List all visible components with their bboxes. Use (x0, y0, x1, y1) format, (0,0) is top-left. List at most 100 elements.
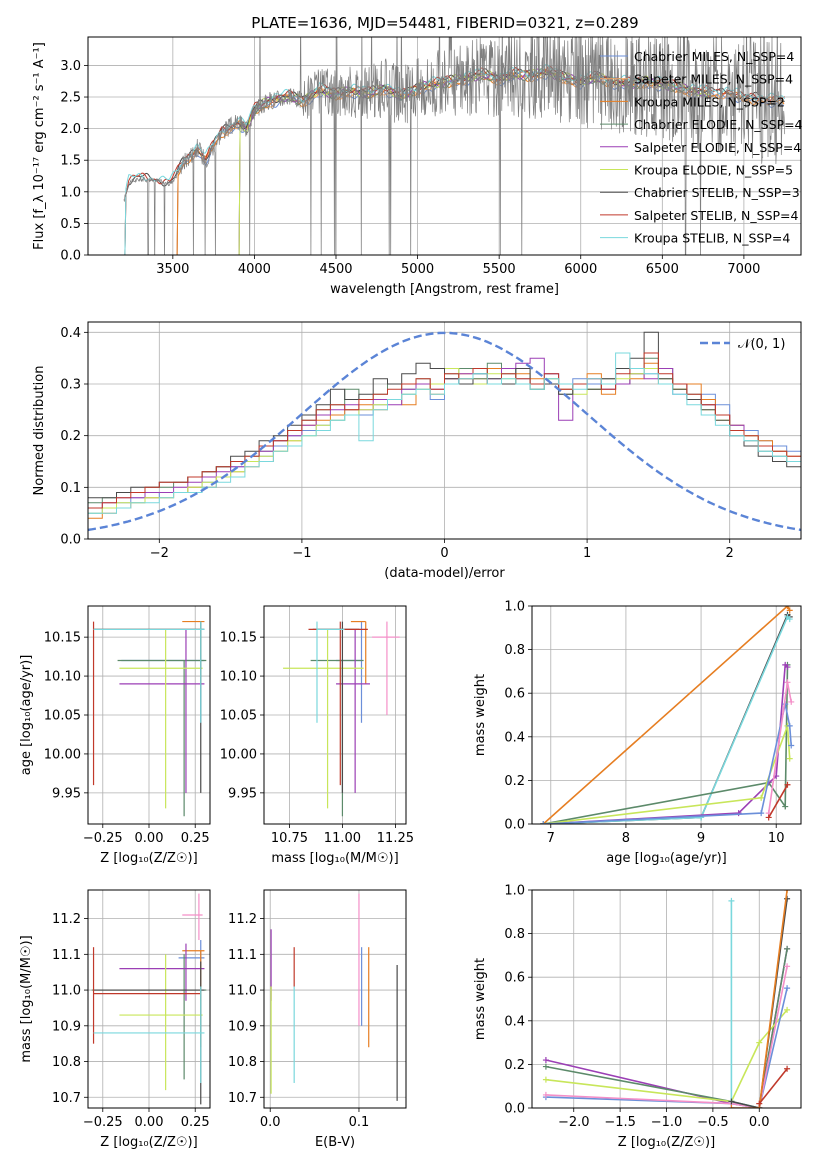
axes-frame (87, 36, 802, 256)
mass-weight-line (545, 966, 788, 1108)
y-tick-label: 0.4 (60, 326, 81, 341)
x-tick-label: −0.25 (83, 1115, 123, 1130)
y-tick-label: 0.4 (504, 730, 525, 745)
error-bar-point (182, 893, 203, 941)
x-tick-label: 2 (726, 546, 734, 561)
y-tick-label: 11.2 (228, 912, 257, 927)
mass-weight-line (543, 725, 791, 824)
x-tick-label: 0.0 (749, 1115, 770, 1130)
x-axis-label: age [log₁₀(age/yr)] (606, 851, 727, 866)
error-bar-point (119, 954, 203, 1091)
legend-label: Kroupa MILES, N_SSP=2 (634, 94, 785, 109)
mass-weight-marker (784, 895, 791, 902)
y-tick-label: 10.15 (220, 631, 257, 646)
y-tick-label: 0.0 (504, 1102, 525, 1117)
mass-weight-marker (728, 1105, 735, 1108)
mass-weight-line (758, 1068, 788, 1105)
residual-histogram (88, 331, 801, 504)
x-tick-label: −1 (292, 546, 311, 561)
y-tick-label: 1.0 (504, 884, 525, 899)
legend-label: Kroupa STELIB, N_SSP=4 (634, 231, 790, 246)
axes-residuals: −2 −1 0 1 2 0.0 0.1 0.2 0.3 0.4 (data-model)/error… (32, 321, 802, 581)
y-tick-label: 0.0 (504, 818, 525, 833)
axes-frame (531, 605, 802, 825)
mass-weight-marker (540, 821, 547, 824)
legend: Chabrier MILES, N_SSP=4 Salpeter MILES, N… (600, 49, 803, 246)
plot-area-mass-vs-EBV (270, 893, 398, 1101)
mass-weight-marker (735, 810, 742, 817)
y-tick-label: 2.0 (60, 122, 81, 137)
mass-weight-marker (542, 1057, 549, 1064)
mass-weight-marker (784, 781, 791, 788)
x-tick-label: 0.00 (135, 831, 164, 846)
x-tick-label: 4000 (238, 262, 271, 277)
y-tick-label: 11.2 (52, 912, 81, 927)
error-bar-point (117, 659, 207, 817)
y-tick-label: 10.05 (220, 709, 257, 724)
normal-reference-curve (88, 331, 801, 532)
x-axis-label: Z [log₁₀(Z/Z☉)] (618, 1135, 715, 1150)
residual-histogram (88, 357, 801, 509)
x-tick-label: 5500 (483, 262, 516, 277)
legend-label: Salpeter MILES, N_SSP=4 (634, 72, 793, 87)
data-spectrum-line (123, 37, 786, 255)
y-tick-label: 0.2 (60, 429, 81, 444)
mass-weight-marker (728, 1098, 735, 1105)
y-tick-label: 10.15 (44, 631, 81, 646)
mass-weight-marker (784, 890, 791, 893)
x-tick-label: 1 (583, 546, 591, 561)
x-tick-label: 10 (768, 831, 785, 846)
x-tick-label: 9 (697, 831, 705, 846)
plot-area-residuals (88, 331, 801, 532)
y-tick-label: 10.9 (228, 1019, 257, 1034)
mass-weight-line (731, 890, 788, 1108)
mass-weight-marker (542, 1076, 549, 1083)
y-tick-label: 10.7 (228, 1091, 257, 1106)
mass-weight-marker (758, 794, 765, 801)
mass-weight-line (545, 1009, 788, 1103)
x-tick-label: 0.1 (349, 1115, 370, 1130)
axes-age-vs-Z: −0.25 0.00 0.25 9.95 10.00 10.05 10.10 10.15 Z [… (19, 605, 211, 866)
y-tick-label: 0.6 (504, 971, 525, 986)
y-tick-label: 11.0 (228, 984, 257, 999)
y-tick-label: 0.3 (60, 378, 81, 393)
y-tick-label: 0.8 (504, 643, 525, 658)
mass-weight-marker (784, 985, 791, 992)
mass-weight-marker (786, 607, 793, 614)
mass-weight-line (543, 664, 789, 824)
x-tick-label: 6000 (564, 262, 597, 277)
mass-weight-line (542, 606, 791, 824)
axes-massweight-vs-age: 7 8 9 10 0.0 0.2 0.4 0.6 0.8 1.0 age [log₁₀(age/yr… (473, 600, 802, 866)
mass-weight-marker (784, 963, 791, 970)
mass-weight-marker (784, 664, 791, 671)
y-tick-label: 0.1 (60, 481, 81, 496)
mass-weight-marker (542, 1063, 549, 1070)
x-axis-label: E(B-V) (315, 1135, 355, 1150)
legend-label: Kroupa ELODIE, N_SSP=5 (634, 163, 793, 178)
y-axis-label: mass weight (473, 674, 488, 756)
plot-area-spectrum (123, 37, 786, 255)
mass-weight-marker (782, 803, 789, 810)
y-tick-label: 11.0 (52, 984, 81, 999)
y-tick-label: 9.95 (52, 786, 81, 801)
error-bar-point (119, 629, 203, 809)
plot-area-mass-vs-Z (91, 893, 207, 1105)
plot-area-massweight-vs-age (540, 606, 795, 824)
figure-title: PLATE=1636, MJD=54481, FIBERID=0321, z=0… (251, 14, 638, 32)
x-tick-label: 7 (547, 831, 555, 846)
y-axis-label: Normed distribution (32, 366, 47, 496)
legend-label: Salpeter STELIB, N_SSP=4 (634, 208, 799, 223)
x-tick-label: 4500 (319, 262, 352, 277)
x-tick-label: 11.00 (324, 831, 361, 846)
y-tick-label: 10.7 (52, 1091, 81, 1106)
y-tick-label: 0.4 (504, 1014, 525, 1029)
mass-weight-line (543, 703, 792, 824)
y-axis-label: Flux [f_λ 10⁻¹⁷ erg cm⁻² s⁻¹ A⁻¹] (32, 42, 47, 250)
plot-area-age-vs-mass (283, 620, 400, 817)
x-tick-label: 6500 (646, 262, 679, 277)
y-tick-label: 11.1 (228, 948, 257, 963)
mass-weight-marker (786, 616, 793, 623)
x-axis-label: Z [log₁₀(Z/Z☉)] (100, 851, 197, 866)
